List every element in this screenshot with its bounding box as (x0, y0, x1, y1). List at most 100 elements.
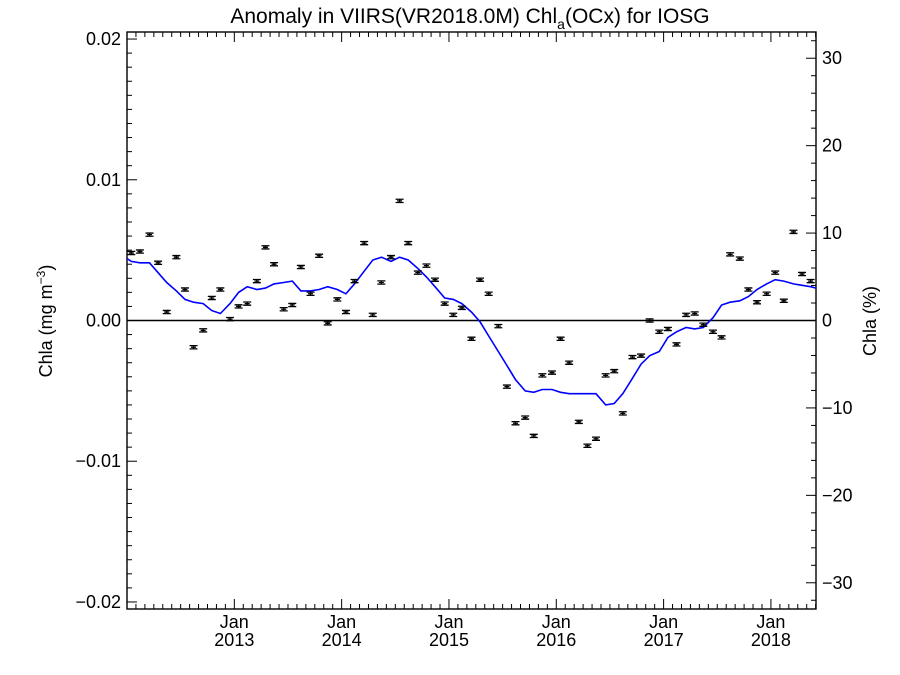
data-point (618, 411, 627, 416)
y-tick-label-right: 10 (822, 223, 842, 243)
data-point (404, 240, 413, 246)
data-point (296, 264, 305, 270)
data-point (538, 373, 547, 378)
y-axis-title-left-text: Chla (mg m (36, 284, 56, 377)
data-point (413, 270, 422, 275)
y-tick-label-left: −0.01 (75, 451, 121, 471)
data-point (601, 373, 610, 378)
x-tick-label-year: 2018 (751, 630, 791, 650)
data-point (288, 302, 297, 308)
data-point (135, 249, 144, 254)
y-tick-label-right: 20 (822, 136, 842, 156)
data-point (529, 433, 538, 439)
title-subscript: a (557, 16, 565, 32)
data-point (547, 370, 556, 375)
data-point (252, 278, 261, 284)
data-point (180, 287, 189, 292)
data-point (806, 278, 815, 284)
data-point (189, 344, 198, 350)
data-point (708, 329, 717, 335)
data-point (154, 260, 163, 266)
data-point (234, 304, 243, 309)
data-point (762, 291, 771, 297)
data-point (717, 335, 726, 340)
data-point (467, 336, 476, 342)
data-point (449, 312, 458, 318)
data-point (323, 321, 332, 326)
y-tick-label-right: 30 (822, 48, 842, 68)
data-point (574, 419, 583, 425)
x-tick-label-year: 2014 (322, 630, 362, 650)
data-point (162, 309, 171, 315)
data-point (591, 436, 600, 441)
x-tick-label-month: Jan (327, 612, 356, 632)
data-point (387, 254, 396, 260)
x-tick-label-year: 2013 (214, 630, 254, 650)
data-point (333, 297, 342, 302)
data-point (682, 312, 691, 318)
data-point (127, 250, 136, 256)
data-point (261, 245, 270, 250)
x-tick-label-month: Jan (220, 612, 249, 632)
x-tick-label-month: Jan (649, 612, 678, 632)
data-point (726, 252, 735, 257)
data-point (637, 353, 646, 358)
x-tick-label-year: 2016 (536, 630, 576, 650)
data-point (511, 420, 520, 426)
x-tick-label-month: Jan (756, 612, 785, 632)
data-point (610, 368, 619, 374)
data-point (457, 305, 466, 311)
data-point (350, 278, 359, 284)
data-point (771, 270, 780, 275)
data-point (663, 326, 672, 332)
chart-title: Anomaly in VIIRS(VR2018.0M) Chla(OCx) fo… (230, 5, 709, 32)
data-point (628, 354, 637, 360)
data-point (368, 312, 377, 318)
data-point (360, 240, 369, 246)
data-point (377, 280, 386, 285)
y-tick-label-left: 0.00 (86, 311, 121, 331)
data-point (172, 254, 181, 260)
data-point (735, 256, 744, 261)
x-tick-label-month: Jan (434, 612, 463, 632)
data-point (431, 277, 440, 282)
y-axis-title-left: Chla (mg m−3) (34, 265, 56, 378)
data-point (699, 322, 708, 327)
data-point (270, 261, 279, 267)
y-tick-label-right: 0 (822, 311, 832, 331)
data-point (315, 253, 324, 259)
data-point (752, 299, 761, 305)
data-point (440, 301, 449, 306)
running-mean-line (126, 256, 817, 406)
data-point (145, 232, 154, 237)
data-point (583, 443, 592, 449)
title-suffix: (OCx) for IOSG (565, 5, 710, 28)
data-point (306, 291, 315, 297)
y-tick-label-right: −10 (822, 398, 853, 418)
data-point (789, 229, 798, 235)
data-point (798, 271, 807, 277)
y-tick-label-left: 0.01 (86, 170, 121, 190)
data-point (484, 291, 493, 297)
data-point (744, 287, 753, 292)
data-point (199, 328, 208, 333)
y-axis-title-left-close: ) (36, 265, 56, 271)
x-tick-label-month: Jan (542, 612, 571, 632)
y-tick-label-right: −20 (822, 485, 853, 505)
data-point (556, 336, 565, 342)
data-point (226, 316, 235, 322)
y-axis-title-right: Chla (%) (860, 286, 880, 356)
data-point (243, 301, 252, 306)
y-tick-label-left: 0.02 (86, 29, 121, 49)
y-tick-label-right: −30 (822, 573, 853, 593)
data-point (672, 342, 681, 347)
data-point (422, 263, 431, 268)
y-tick-label-left: −0.02 (75, 592, 121, 612)
data-point (521, 415, 530, 420)
title-main: Anomaly in VIIRS(VR2018.0M) Chl (230, 5, 557, 28)
data-point (779, 298, 788, 304)
x-tick-label-year: 2017 (644, 630, 684, 650)
data-point (341, 309, 350, 315)
data-point (655, 329, 664, 335)
